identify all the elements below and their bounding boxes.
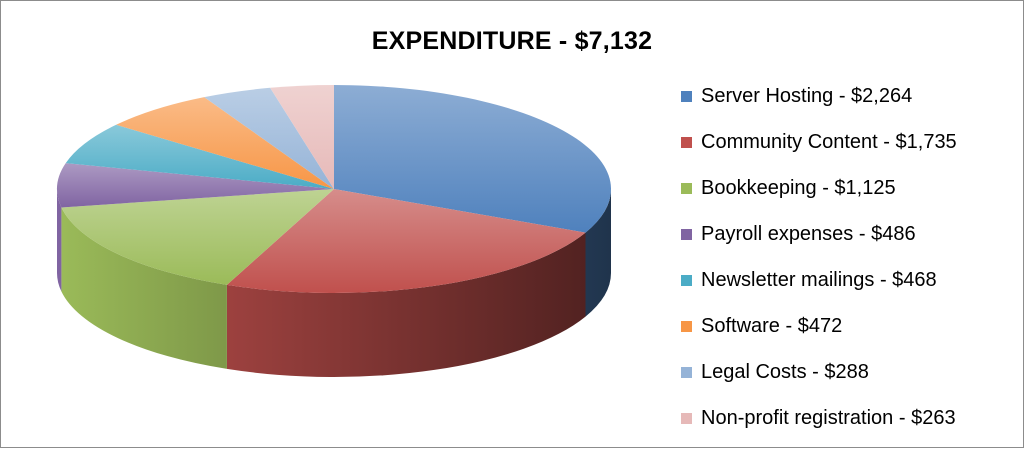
pie-side-walls (57, 189, 611, 377)
pie-slice-6 (204, 87, 334, 189)
pie-slice-4 (65, 124, 334, 189)
pie-slice-side-1 (226, 232, 586, 377)
legend-swatch-2 (681, 183, 692, 194)
chart-title: EXPENDITURE - $7,132 (371, 27, 653, 55)
pie-slice-0 (334, 85, 611, 233)
legend-label-5: Software - $472 (701, 315, 843, 337)
legend-swatch-1 (681, 137, 692, 148)
pie-slice-2 (61, 189, 334, 285)
legend-swatch-5 (681, 321, 692, 332)
legend-label-0: Server Hosting - $2,264 (701, 85, 913, 107)
pie-slice-1 (226, 189, 586, 293)
legend-swatch-0 (681, 91, 692, 102)
legend-label-7: Non-profit registration - $263 (701, 407, 956, 429)
legend-label-3: Payroll expenses - $486 (701, 223, 916, 245)
legend-label-6: Legal Costs - $288 (701, 361, 869, 383)
pie-slice-side-0 (585, 189, 611, 317)
pie-slice-7 (270, 85, 334, 189)
legend-swatch-6 (681, 367, 692, 378)
pie-slice-3 (56, 163, 334, 208)
pie-slice-side-2 (61, 207, 227, 369)
pie-slice-5 (116, 97, 335, 189)
legend-label-4: Newsletter mailings - $468 (701, 269, 937, 291)
legend-label-1: Community Content - $1,735 (701, 131, 957, 153)
pie-slice-side-3 (57, 189, 62, 292)
legend-swatch-4 (681, 275, 692, 286)
pie-top (56, 85, 611, 293)
legend-swatch-7 (681, 413, 692, 424)
legend-swatch-3 (681, 229, 692, 240)
legend-label-2: Bookkeeping - $1,125 (701, 177, 896, 199)
